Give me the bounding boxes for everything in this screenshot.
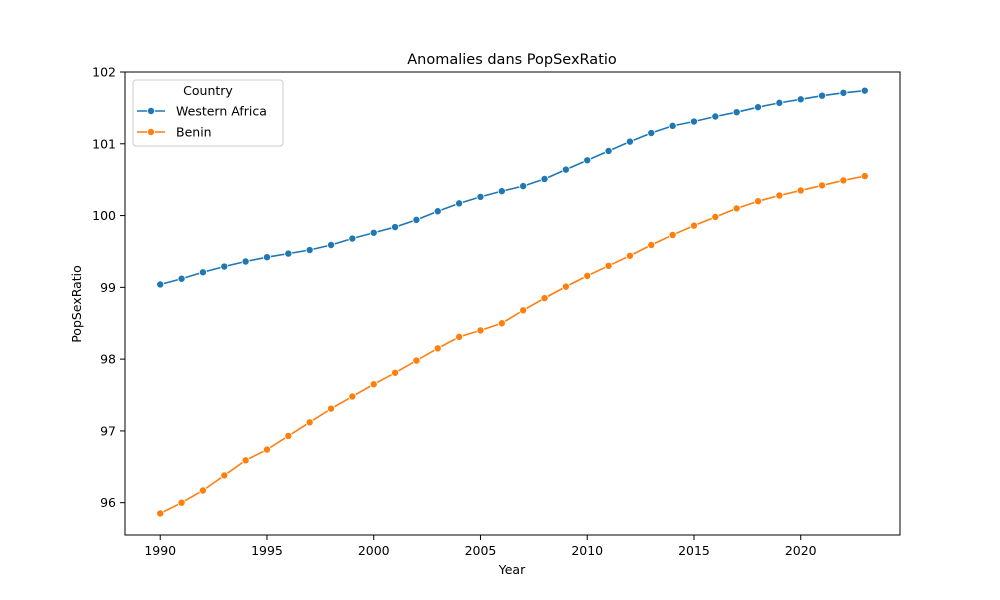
data-point-western-africa <box>262 253 271 262</box>
data-point-western-africa <box>497 187 506 196</box>
y-tick-label: 97 <box>100 423 116 438</box>
legend-label-western-africa: Western Africa <box>176 104 267 119</box>
data-point-western-africa <box>305 246 314 255</box>
data-point-benin <box>625 251 634 260</box>
legend-marker-western-africa <box>146 107 155 116</box>
data-point-western-africa <box>583 156 592 165</box>
data-point-western-africa <box>177 274 186 283</box>
data-point-western-africa <box>775 98 784 107</box>
y-tick-label: 98 <box>100 352 116 367</box>
data-point-benin <box>583 271 592 280</box>
y-tick-label: 100 <box>92 208 116 223</box>
y-axis: 96 97 98 99 100 101 102 <box>92 65 125 510</box>
data-point-benin <box>561 282 570 291</box>
data-point-benin <box>668 230 677 239</box>
data-point-benin <box>476 326 485 335</box>
data-point-benin <box>284 431 293 440</box>
data-point-benin <box>327 404 336 413</box>
plot-area <box>156 86 869 518</box>
data-point-benin <box>775 191 784 200</box>
data-point-benin <box>220 471 229 480</box>
data-point-benin <box>711 213 720 222</box>
x-tick-label: 1990 <box>144 543 176 558</box>
data-point-western-africa <box>796 95 805 104</box>
data-point-western-africa <box>818 91 827 100</box>
data-point-benin <box>604 261 613 270</box>
x-axis-label: Year <box>498 562 526 577</box>
x-axis: 1990 1995 2000 2005 2010 2015 2020 <box>144 535 817 558</box>
data-point-benin <box>391 368 400 377</box>
x-tick-label: 2000 <box>358 543 390 558</box>
data-point-western-africa <box>839 88 848 97</box>
legend: Country Western Africa Benin <box>132 79 284 147</box>
data-point-benin <box>156 509 165 518</box>
data-point-western-africa <box>391 223 400 232</box>
data-point-western-africa <box>860 86 869 95</box>
data-point-benin <box>455 332 464 341</box>
data-point-western-africa <box>647 129 656 138</box>
data-point-western-africa <box>711 112 720 121</box>
chart-title: Anomalies dans PopSexRatio <box>407 52 617 68</box>
data-point-western-africa <box>668 121 677 130</box>
data-point-benin <box>540 294 549 303</box>
data-point-western-africa <box>540 174 549 183</box>
data-point-benin <box>177 498 186 507</box>
x-tick-label: 2015 <box>678 543 710 558</box>
data-point-western-africa <box>754 103 763 112</box>
data-point-benin <box>796 186 805 195</box>
data-point-western-africa <box>476 192 485 201</box>
data-point-western-africa <box>433 207 442 216</box>
data-point-western-africa <box>241 257 250 266</box>
y-tick-label: 96 <box>100 495 116 510</box>
x-tick-label: 2020 <box>785 543 817 558</box>
y-tick-label: 102 <box>92 65 116 80</box>
data-point-western-africa <box>198 268 207 277</box>
data-point-benin <box>689 221 698 230</box>
data-point-western-africa <box>348 234 357 243</box>
data-point-western-africa <box>561 165 570 174</box>
data-point-benin <box>198 486 207 495</box>
axes-frame <box>124 71 901 536</box>
x-tick-label: 2005 <box>465 543 497 558</box>
data-point-western-africa <box>732 108 741 117</box>
y-tick-label: 99 <box>100 280 116 295</box>
data-point-western-africa <box>412 215 421 224</box>
data-point-benin <box>519 306 528 315</box>
data-point-western-africa <box>604 146 613 155</box>
data-point-western-africa <box>519 182 528 191</box>
data-point-benin <box>818 181 827 190</box>
series-line-benin <box>159 175 865 515</box>
x-tick-label: 1995 <box>251 543 283 558</box>
data-point-western-africa <box>156 280 165 289</box>
data-point-western-africa <box>455 199 464 208</box>
data-point-western-africa <box>625 137 634 146</box>
legend-box <box>132 79 284 147</box>
data-point-benin <box>412 356 421 365</box>
legend-title: Country <box>183 83 233 98</box>
data-point-benin <box>348 392 357 401</box>
data-point-benin <box>860 172 869 181</box>
data-point-benin <box>647 240 656 249</box>
data-point-benin <box>732 204 741 213</box>
y-axis-label: PopSexRatio <box>69 265 84 343</box>
data-point-western-africa <box>369 228 378 237</box>
data-point-benin <box>839 176 848 185</box>
data-point-western-africa <box>220 262 229 271</box>
data-point-western-africa <box>327 240 336 249</box>
data-point-benin <box>369 380 378 389</box>
data-point-benin <box>241 456 250 465</box>
data-point-benin <box>305 418 314 427</box>
data-point-western-africa <box>689 117 698 126</box>
legend-label-benin: Benin <box>176 125 212 140</box>
data-point-benin <box>754 197 763 206</box>
legend-marker-benin <box>146 127 155 136</box>
data-point-benin <box>433 344 442 353</box>
series-line-western-africa <box>160 89 865 286</box>
data-point-western-africa <box>284 249 293 258</box>
data-point-benin <box>262 445 271 454</box>
x-tick-label: 2010 <box>571 543 603 558</box>
data-point-benin <box>497 319 506 328</box>
y-tick-label: 101 <box>92 136 116 151</box>
